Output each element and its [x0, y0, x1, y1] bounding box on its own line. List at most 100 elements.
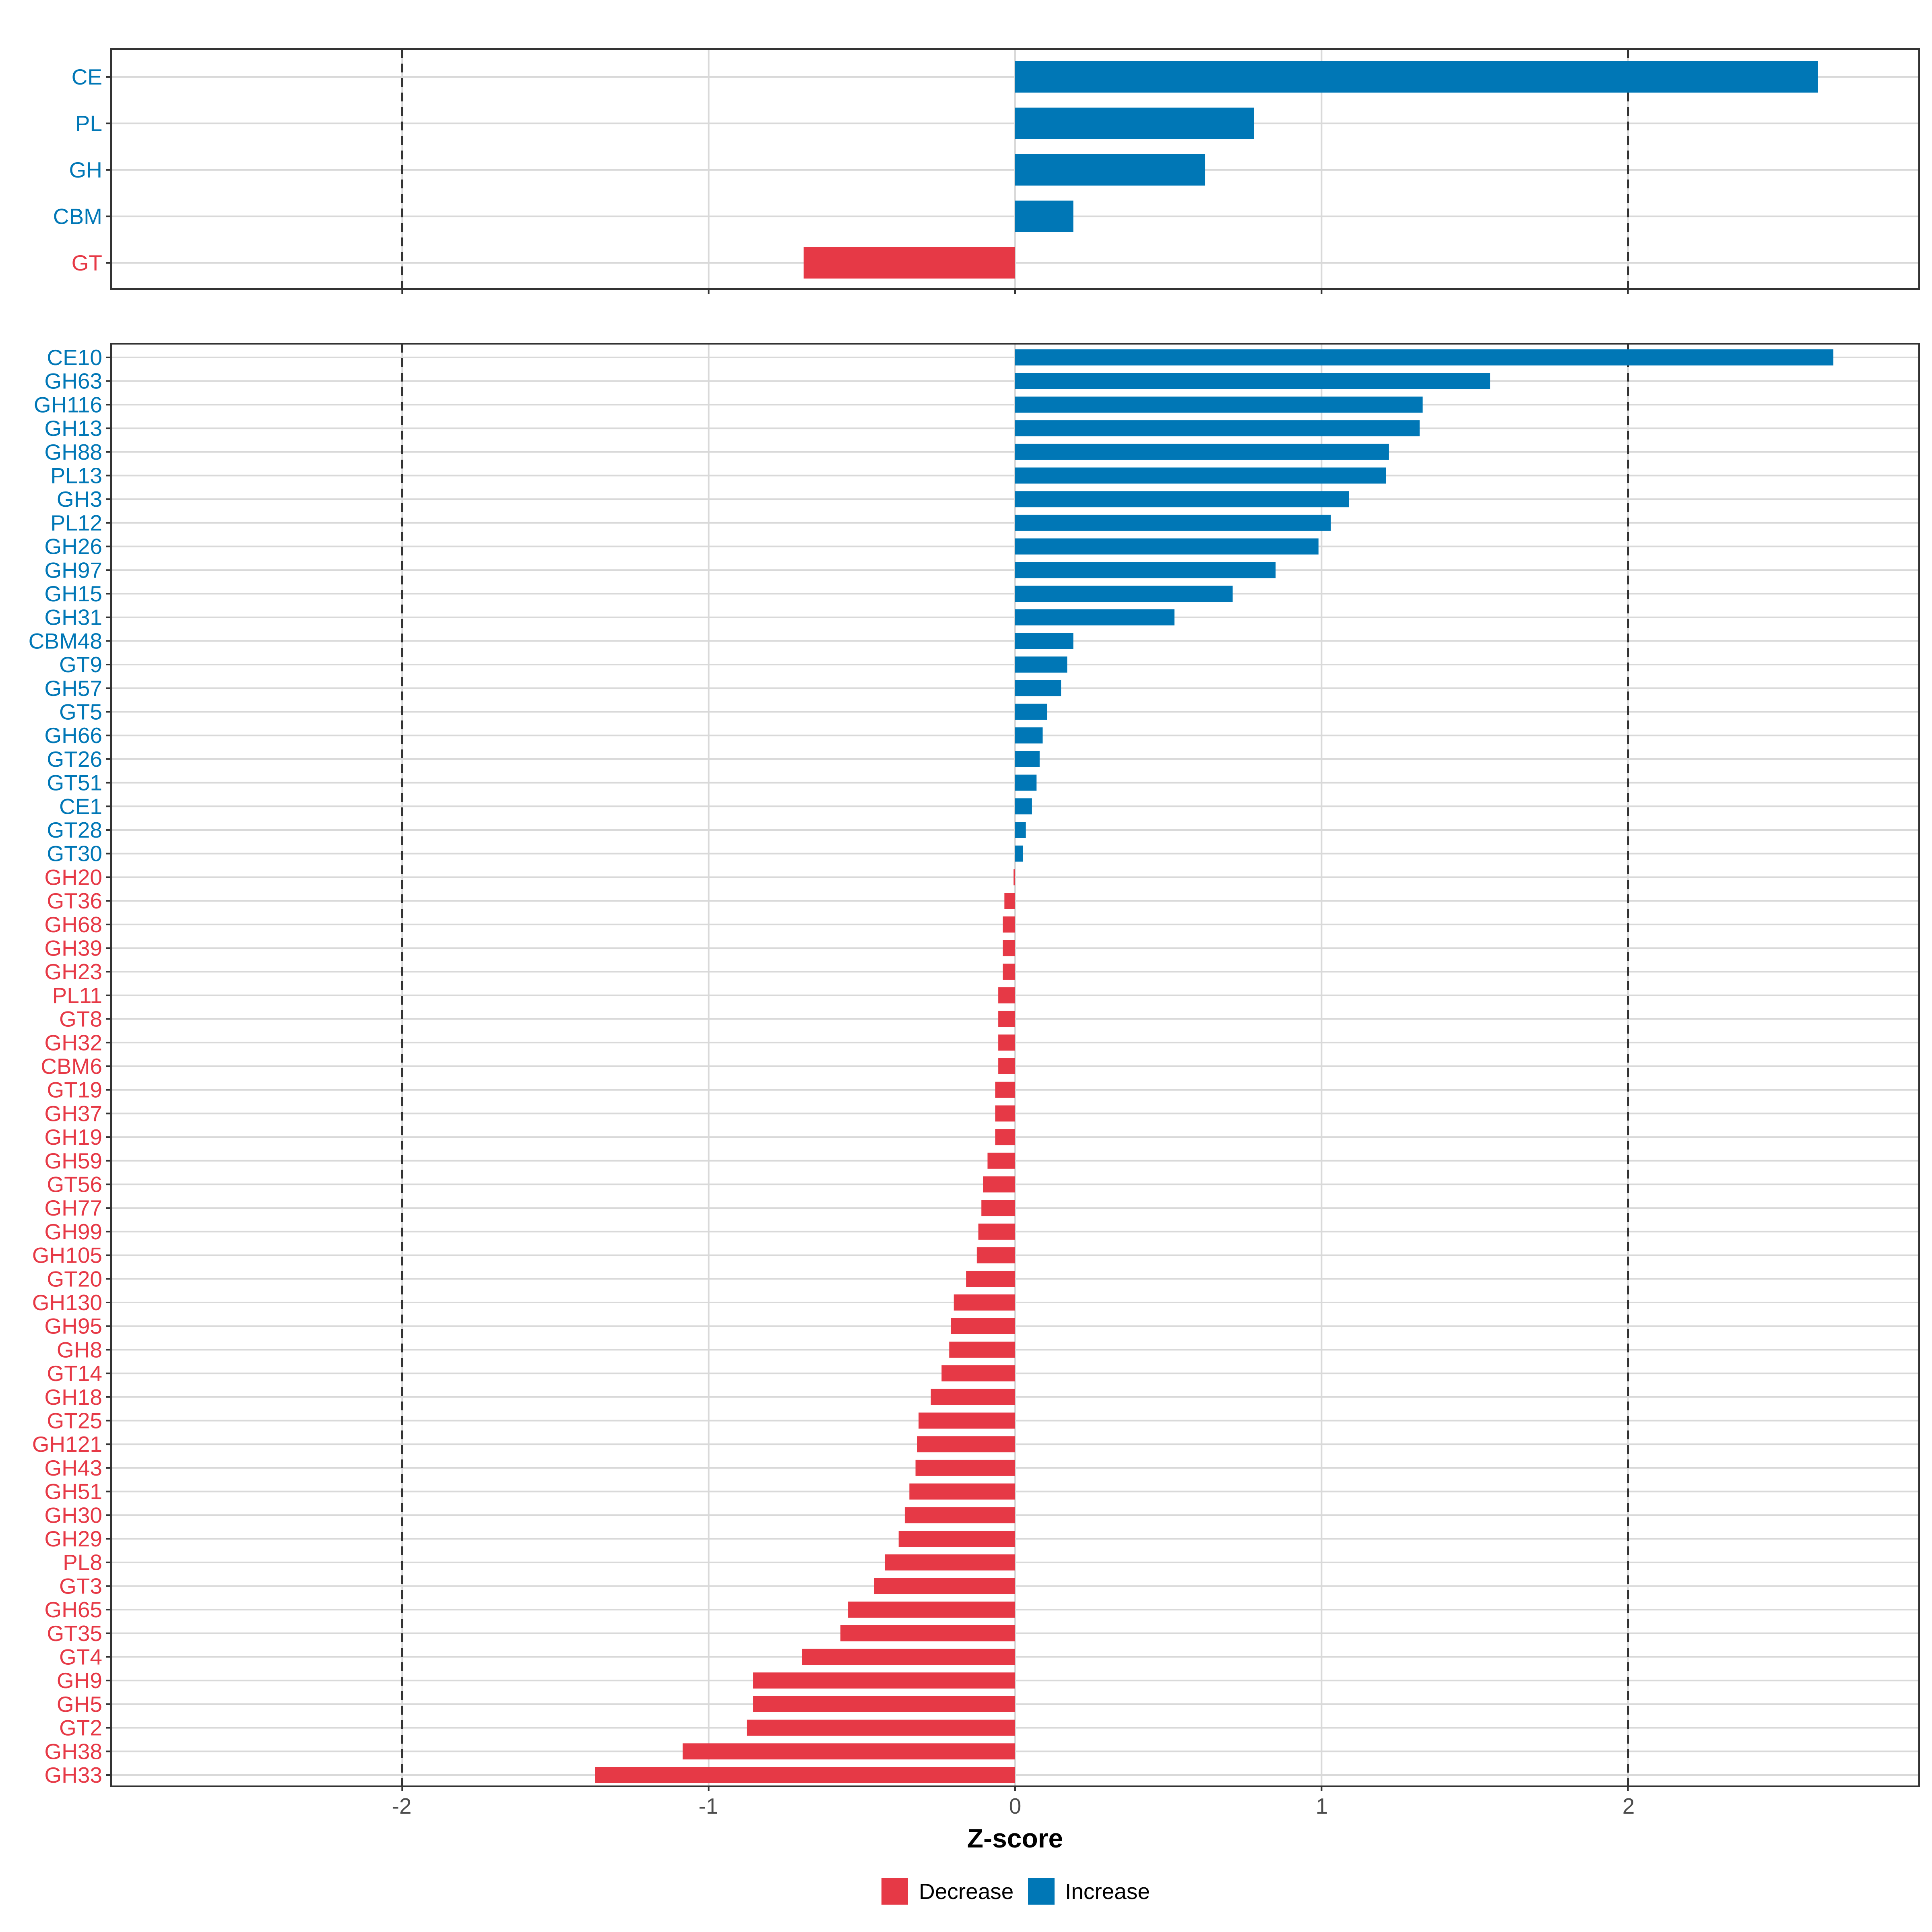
bar-gh31 — [1015, 609, 1174, 625]
bar-gt26 — [1015, 751, 1040, 767]
bar-gt20 — [966, 1271, 1015, 1287]
category-label: GH57 — [44, 676, 102, 701]
bottom-panel: CE10GH63GH116GH13GH88PL13GH3PL12GH26GH97… — [29, 343, 1920, 1791]
bar-gh63 — [1015, 373, 1490, 389]
bar-gh51 — [909, 1483, 1015, 1500]
bar-gh33 — [595, 1767, 1015, 1783]
category-label: GH66 — [44, 723, 102, 748]
category-label: GT25 — [47, 1408, 102, 1433]
x-tick-label: 2 — [1622, 1794, 1635, 1818]
bar-pl8 — [885, 1554, 1015, 1571]
category-label: GH63 — [44, 369, 102, 394]
bar-gh — [1015, 154, 1205, 186]
category-label: GH95 — [44, 1314, 102, 1339]
category-label: GT5 — [59, 700, 102, 724]
category-label: GH9 — [57, 1668, 102, 1693]
category-label: GH37 — [44, 1101, 102, 1126]
bar-gt25 — [919, 1412, 1015, 1429]
bar-gh9 — [753, 1672, 1015, 1689]
category-label: GH33 — [44, 1763, 102, 1788]
category-label: GH51 — [44, 1479, 102, 1504]
x-axis: -2 -1 0 1 2 Z-score — [392, 1794, 1635, 1853]
category-label: GH130 — [32, 1290, 102, 1315]
bar-gh26 — [1015, 538, 1319, 555]
category-label: CE1 — [59, 794, 102, 819]
category-label: GT — [72, 250, 102, 275]
category-label: GH5 — [57, 1692, 102, 1717]
category-label: GH30 — [44, 1503, 102, 1527]
category-label: PL12 — [51, 510, 102, 535]
category-label: GH65 — [44, 1597, 102, 1622]
bar-gh30 — [904, 1507, 1015, 1523]
x-tick-label: 1 — [1316, 1794, 1328, 1818]
bar-gt36 — [1004, 893, 1015, 909]
legend: Decrease Increase — [881, 1878, 1150, 1905]
x-tick-label: 0 — [1009, 1794, 1022, 1818]
bar-ce10 — [1015, 349, 1833, 365]
bar-gt14 — [941, 1365, 1015, 1382]
bar-gh77 — [981, 1200, 1015, 1216]
category-label: GH3 — [57, 487, 102, 512]
category-label: GH38 — [44, 1739, 102, 1764]
bottom-panel-category-labels: CE10GH63GH116GH13GH88PL13GH3PL12GH26GH97… — [29, 345, 102, 1788]
category-label: GH99 — [44, 1219, 102, 1244]
x-axis-title: Z-score — [967, 1823, 1063, 1853]
category-label: GH88 — [44, 440, 102, 464]
category-label: GT2 — [59, 1715, 102, 1740]
category-label: GH77 — [44, 1195, 102, 1220]
category-label: GT30 — [47, 841, 102, 866]
category-label: GH23 — [44, 959, 102, 984]
bar-gt3 — [874, 1578, 1015, 1594]
bar-gh15 — [1015, 586, 1233, 602]
category-label: PL11 — [52, 983, 102, 1008]
bar-gt5 — [1015, 704, 1047, 720]
category-label: GT14 — [47, 1361, 102, 1386]
category-label: PL13 — [51, 463, 102, 488]
bottom-panel-reference-lines — [401, 344, 1629, 1786]
bar-gh20 — [1013, 869, 1015, 886]
legend-label-increase: Increase — [1065, 1879, 1150, 1904]
category-label: GH97 — [44, 557, 102, 582]
category-label: GT26 — [47, 747, 102, 772]
bar-ce1 — [1015, 798, 1032, 815]
bar-pl — [1015, 107, 1254, 139]
category-label: GH15 — [44, 581, 102, 606]
bar-gh43 — [915, 1459, 1015, 1476]
bar-gh121 — [917, 1436, 1015, 1453]
legend-swatch-decrease — [881, 1878, 908, 1905]
bar-gh59 — [987, 1152, 1015, 1169]
x-tick-label: -1 — [699, 1794, 718, 1818]
bar-gh3 — [1015, 491, 1349, 508]
category-label: GT51 — [47, 770, 102, 795]
bottom-panel-ticks — [106, 357, 1629, 1791]
bar-gh13 — [1015, 420, 1420, 437]
bar-cbm — [1015, 200, 1073, 232]
bar-gt30 — [1015, 845, 1023, 862]
bar-gt4 — [802, 1649, 1015, 1665]
category-label: GH59 — [44, 1148, 102, 1173]
category-label: GH105 — [32, 1243, 102, 1268]
legend-swatch-increase — [1028, 1878, 1055, 1905]
bar-gt51 — [1015, 774, 1037, 791]
bar-cbm48 — [1015, 633, 1073, 649]
category-label: GH121 — [32, 1432, 102, 1457]
top-panel: CE PL GH CBM GT — [53, 48, 1920, 294]
bar-gh32 — [998, 1034, 1015, 1051]
category-label: GT36 — [47, 888, 102, 913]
bar-cbm6 — [998, 1058, 1015, 1074]
category-label: GH39 — [44, 936, 102, 961]
category-label: GT19 — [47, 1077, 102, 1102]
category-label: GH20 — [44, 865, 102, 890]
category-label: GH29 — [44, 1526, 102, 1551]
bar-gh88 — [1015, 444, 1389, 460]
top-panel-bars — [803, 61, 1818, 279]
category-label: GT4 — [59, 1645, 102, 1670]
bar-gh97 — [1015, 562, 1276, 578]
category-label: GH68 — [44, 912, 102, 937]
bar-gt56 — [983, 1176, 1015, 1193]
bar-gt9 — [1015, 656, 1067, 673]
category-label: CBM — [53, 204, 102, 229]
top-panel-category-labels: CE PL GH CBM GT — [53, 64, 102, 275]
bar-gh18 — [931, 1389, 1015, 1405]
